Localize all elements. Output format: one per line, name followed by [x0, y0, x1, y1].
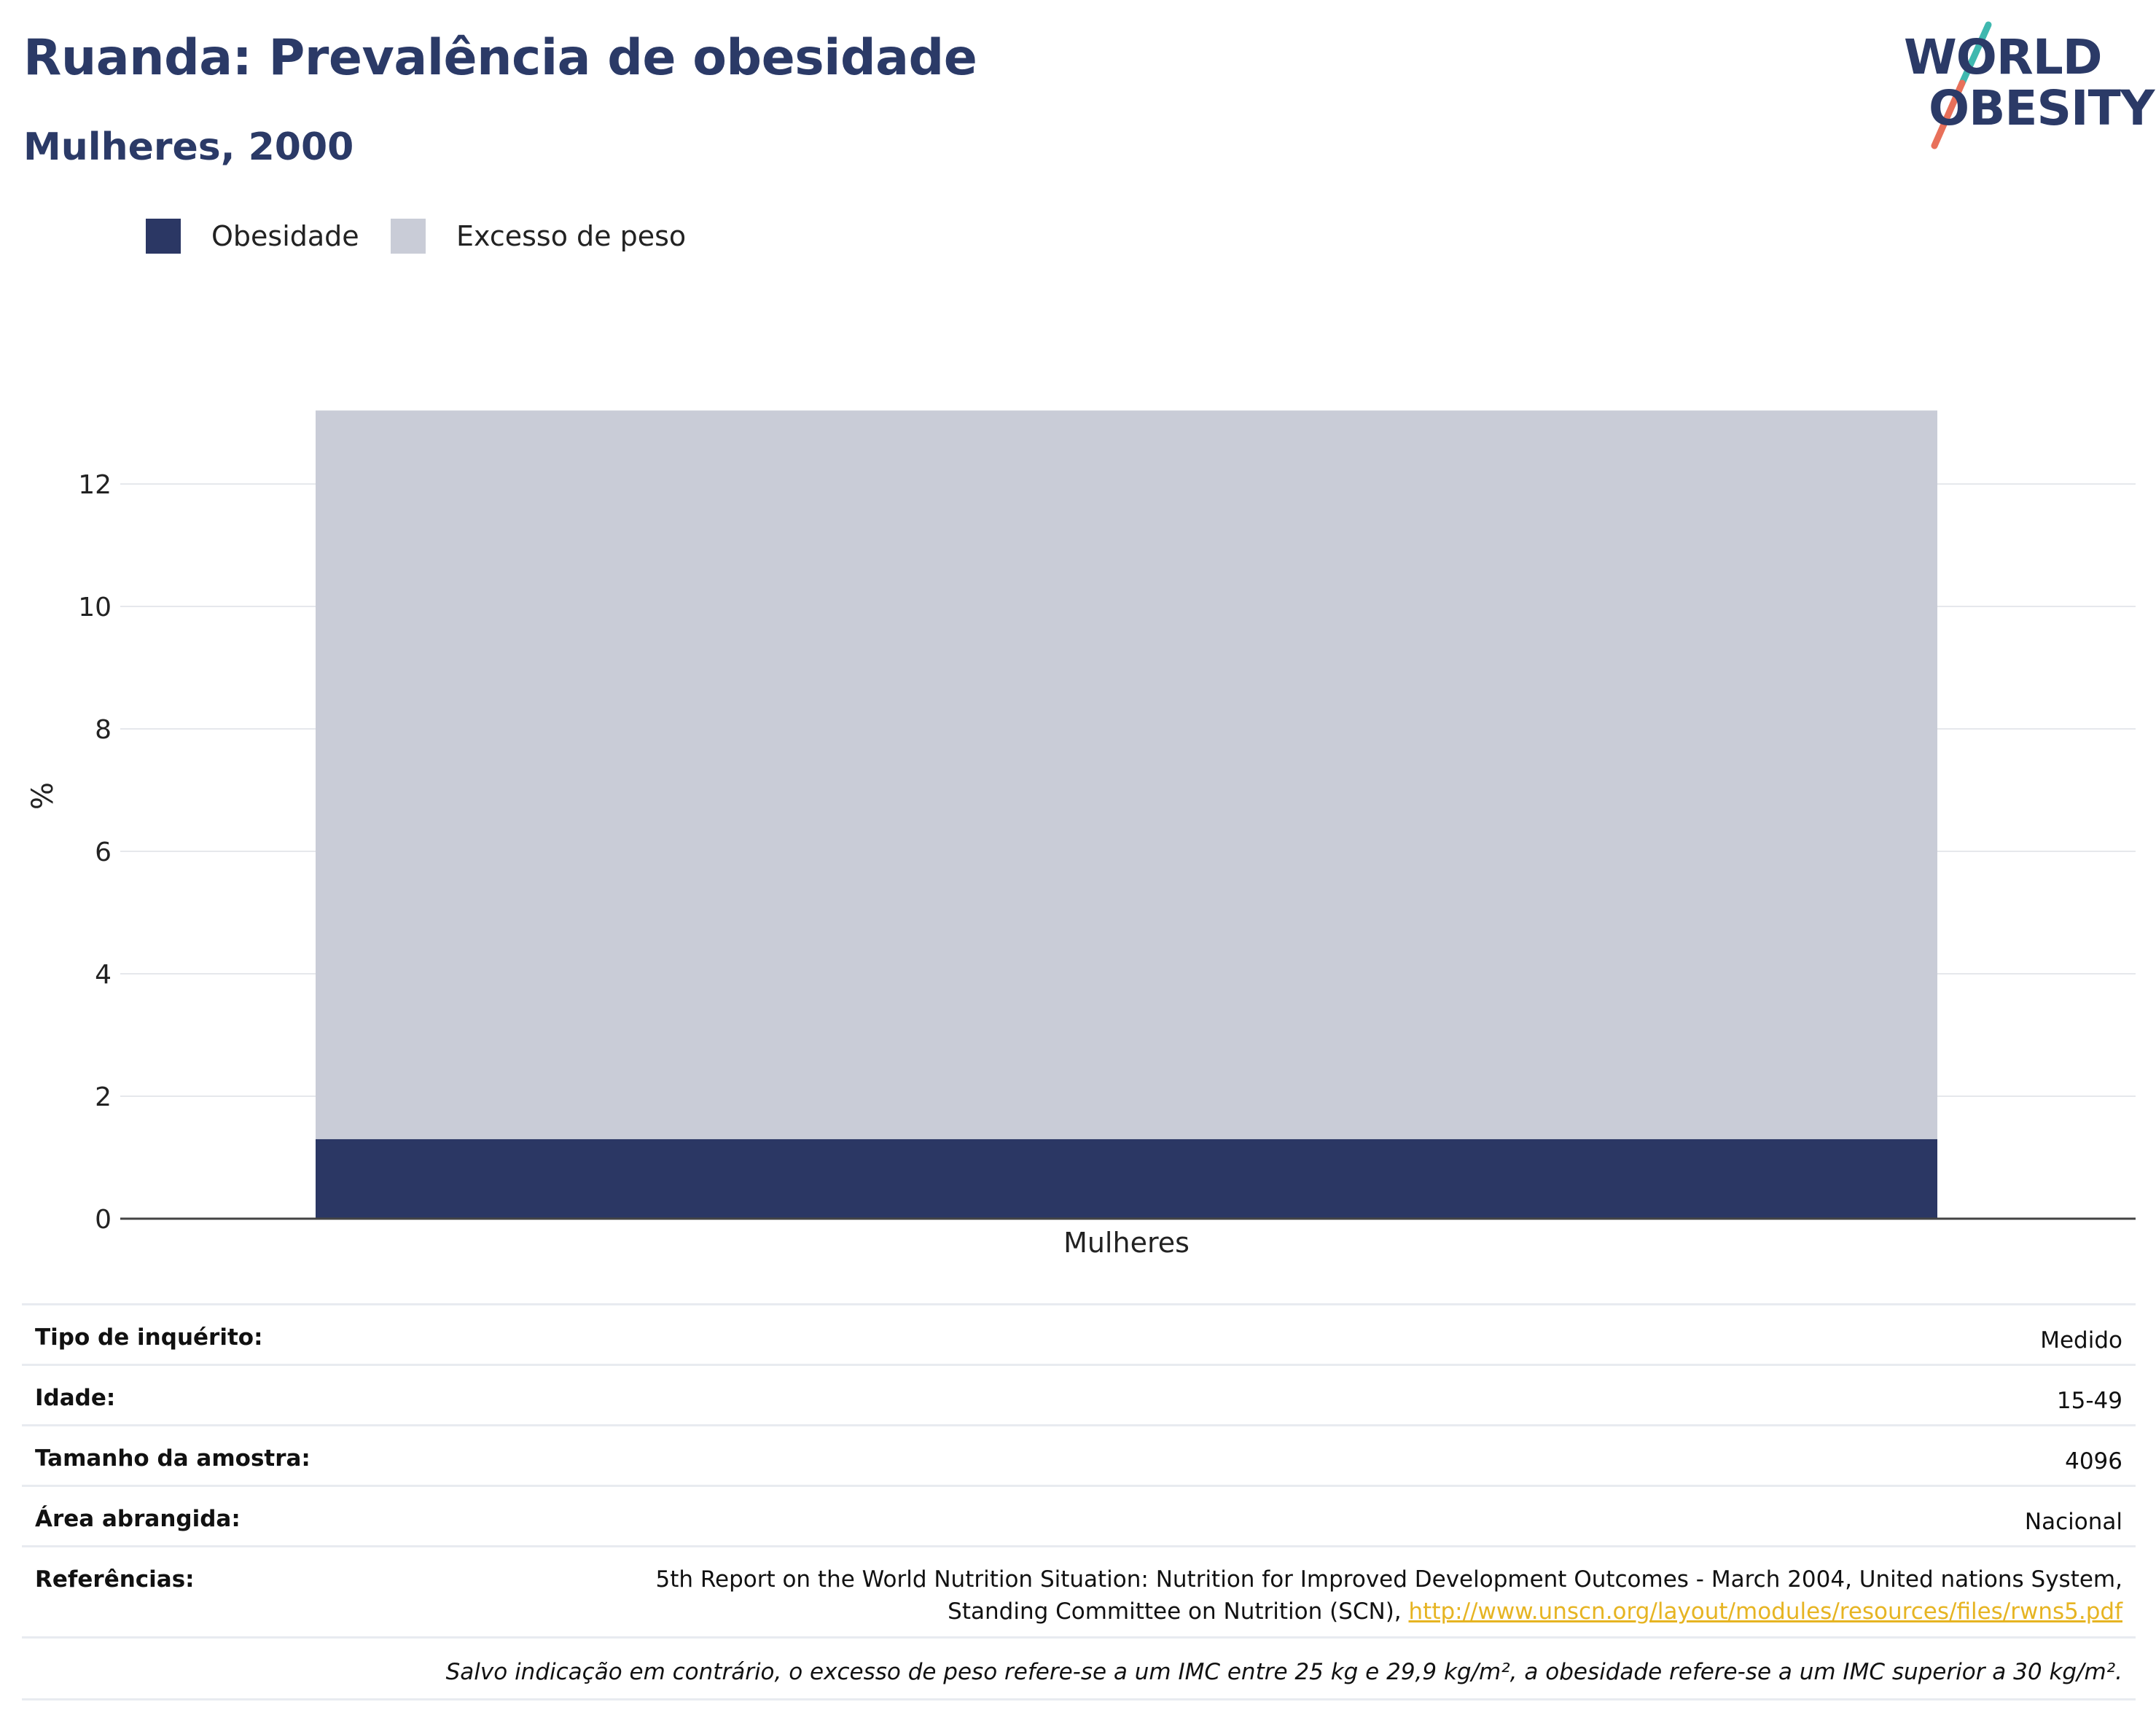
info-value: Nacional: [2024, 1509, 2122, 1535]
references-link[interactable]: http://www.unscn.org/layout/modules/reso…: [1408, 1598, 2122, 1625]
footnote: Salvo indicação em contrário, o excesso …: [445, 1659, 2122, 1685]
info-row-note: Salvo indicação em contrário, o excesso …: [22, 1636, 2136, 1700]
bar-obesidade: [316, 1139, 1937, 1219]
y-tick-label: 8: [95, 715, 112, 745]
info-label: Tipo de inquérito:: [35, 1324, 263, 1351]
y-tick-label: 10: [78, 593, 112, 622]
info-label: Área abrangida:: [35, 1506, 241, 1532]
legend-swatch-excesso: [391, 219, 426, 254]
y-tick-label: 2: [95, 1082, 112, 1112]
references-line1: 5th Report on the World Nutrition Situat…: [655, 1566, 2122, 1593]
info-row-survey-type: Tipo de inquérito: Medido: [22, 1303, 2136, 1365]
legend-label-excesso: Excesso de peso: [456, 220, 687, 252]
page-subtitle: Mulheres, 2000: [23, 125, 354, 169]
legend-label-obesidade: Obesidade: [211, 220, 359, 252]
logo-text-world: WORLD: [1904, 29, 2103, 85]
y-tick-label: 6: [95, 837, 112, 867]
legend-swatch-obesidade: [146, 219, 181, 254]
x-tick-label: Mulheres: [1063, 1227, 1190, 1259]
bar-excesso: [316, 410, 1937, 1139]
info-label: Tamanho da amostra:: [35, 1445, 310, 1472]
info-value: 15-49: [2056, 1388, 2122, 1414]
y-axis-label: %: [26, 782, 60, 810]
logo-slash-icon: [1931, 21, 1992, 149]
references-text: 5th Report on the World Nutrition Situat…: [446, 1563, 2122, 1628]
world-obesity-logo: WORLD OBESITY: [1902, 20, 2155, 152]
info-row-age: Idade: 15-49: [22, 1364, 2136, 1426]
info-value: 4096: [2065, 1448, 2122, 1475]
info-label: Referências:: [35, 1566, 195, 1593]
references-line2-text: Standing Committee on Nutrition (SCN),: [948, 1598, 1409, 1625]
page-title: Ruanda: Prevalência de obesidade: [23, 29, 977, 87]
references-line2: Standing Committee on Nutrition (SCN), h…: [446, 1596, 2122, 1628]
info-row-references: Referências: 5th Report on the World Nut…: [22, 1545, 2136, 1638]
logo-text-obesity: OBESITY: [1929, 80, 2155, 136]
info-row-area: Área abrangida: Nacional: [22, 1485, 2136, 1547]
info-value: Medido: [2040, 1327, 2122, 1354]
info-row-sample-size: Tamanho da amostra: 4096: [22, 1424, 2136, 1486]
y-tick-label: 12: [78, 470, 112, 500]
y-tick-label: 4: [95, 960, 112, 990]
bar-chart: 0 2 4 6 8 10 12 Mulheres%: [26, 410, 2136, 1259]
y-tick-label: 0: [95, 1205, 112, 1235]
info-label: Idade:: [35, 1385, 116, 1411]
